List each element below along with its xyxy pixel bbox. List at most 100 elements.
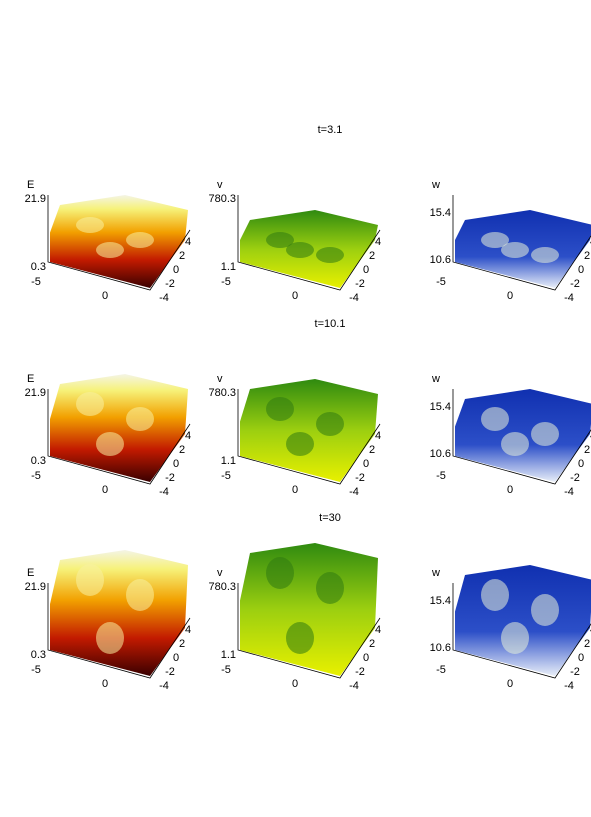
y-tick-label: 2 bbox=[584, 638, 590, 650]
x-tick-label: -5 bbox=[436, 664, 446, 676]
z-label: E bbox=[27, 179, 34, 191]
y-tick-label: -4 bbox=[349, 486, 359, 498]
z-tick-label: 21.9 bbox=[25, 193, 46, 205]
surface bbox=[50, 195, 188, 288]
surface-feature bbox=[531, 247, 559, 263]
y-tick-label: 0 bbox=[173, 652, 179, 664]
x-tick-label: 0 bbox=[292, 678, 298, 690]
surface-feature bbox=[286, 622, 314, 654]
surface-feature bbox=[316, 247, 344, 263]
y-tick-label: -2 bbox=[355, 666, 365, 678]
z-tick-label: 780.3 bbox=[208, 193, 236, 205]
surface-feature bbox=[286, 432, 314, 456]
y-tick-label: -2 bbox=[570, 278, 580, 290]
y-tick-label: 2 bbox=[584, 250, 590, 262]
z-tick-label: 780.3 bbox=[208, 581, 236, 593]
x-tick-label: 0 bbox=[292, 484, 298, 496]
y-tick-label: -4 bbox=[564, 292, 574, 304]
row-title: t=3.1 bbox=[318, 124, 343, 136]
surface-feature bbox=[266, 557, 294, 589]
y-tick-label: 4 bbox=[590, 430, 591, 442]
y-tick-label: 4 bbox=[185, 624, 191, 636]
y-tick-label: -2 bbox=[570, 666, 580, 678]
y-tick-label: -4 bbox=[159, 680, 169, 692]
z-label: w bbox=[431, 373, 440, 385]
y-tick-label: -4 bbox=[159, 292, 169, 304]
x-tick-label: -5 bbox=[221, 664, 231, 676]
z-tick-label: 15.4 bbox=[430, 401, 451, 413]
surface bbox=[455, 565, 591, 676]
surface-feature bbox=[501, 432, 529, 456]
z-tick-label: 21.9 bbox=[25, 581, 46, 593]
x-tick-label: 0 bbox=[102, 484, 108, 496]
z-label: E bbox=[27, 567, 34, 579]
x-tick-label: -5 bbox=[31, 664, 41, 676]
x-tick-label: -5 bbox=[221, 276, 231, 288]
x-tick-label: 0 bbox=[507, 678, 513, 690]
x-tick-label: 0 bbox=[102, 290, 108, 302]
y-tick-label: -4 bbox=[564, 486, 574, 498]
y-tick-label: 0 bbox=[363, 652, 369, 664]
z-tick-label: 21.9 bbox=[25, 387, 46, 399]
z-label: w bbox=[431, 179, 440, 191]
y-tick-label: 2 bbox=[179, 444, 185, 456]
surface-feature bbox=[76, 217, 104, 233]
z-label: E bbox=[27, 373, 34, 385]
y-tick-label: 0 bbox=[363, 264, 369, 276]
surface bbox=[50, 374, 188, 482]
y-tick-label: 4 bbox=[375, 624, 381, 636]
surface-feature bbox=[481, 232, 509, 248]
surface bbox=[240, 379, 378, 482]
surface-feature bbox=[126, 232, 154, 248]
y-tick-label: 2 bbox=[369, 444, 375, 456]
x-tick-label: -5 bbox=[31, 276, 41, 288]
axis-line bbox=[47, 195, 191, 291]
x-tick-label: 0 bbox=[102, 678, 108, 690]
x-tick-label: -5 bbox=[221, 470, 231, 482]
surface bbox=[50, 550, 188, 676]
y-tick-label: -4 bbox=[349, 680, 359, 692]
z-tick-label: 15.4 bbox=[430, 207, 451, 219]
z-tick-label: 15.4 bbox=[430, 595, 451, 607]
x-tick-label: 0 bbox=[292, 290, 298, 302]
surface-feature bbox=[76, 564, 104, 596]
surface-feature bbox=[286, 242, 314, 258]
y-tick-label: 4 bbox=[375, 430, 381, 442]
surface-feature bbox=[126, 579, 154, 611]
y-tick-label: -2 bbox=[165, 666, 175, 678]
surface-feature bbox=[531, 422, 559, 446]
y-tick-label: 0 bbox=[578, 458, 584, 470]
y-tick-label: -2 bbox=[165, 472, 175, 484]
surface-feature bbox=[531, 594, 559, 626]
y-tick-label: 0 bbox=[578, 652, 584, 664]
y-tick-label: 4 bbox=[590, 624, 591, 636]
y-tick-label: 4 bbox=[185, 236, 191, 248]
y-tick-label: 4 bbox=[375, 236, 381, 248]
y-tick-label: 0 bbox=[578, 264, 584, 276]
y-tick-label: 0 bbox=[173, 264, 179, 276]
y-tick-label: 4 bbox=[590, 236, 591, 248]
z-tick-label: 0.3 bbox=[31, 455, 46, 467]
z-tick-label: 0.3 bbox=[31, 261, 46, 273]
surface-feature bbox=[316, 572, 344, 604]
axis-line bbox=[237, 389, 381, 485]
z-tick-label: 780.3 bbox=[208, 387, 236, 399]
z-tick-label: 10.6 bbox=[430, 448, 451, 460]
axis-line bbox=[237, 583, 381, 679]
y-tick-label: 2 bbox=[179, 250, 185, 262]
z-tick-label: 1.1 bbox=[221, 261, 236, 273]
z-label: v bbox=[217, 567, 223, 579]
row-title: t=10.1 bbox=[315, 318, 346, 330]
surface-feature bbox=[96, 622, 124, 654]
z-tick-label: 10.6 bbox=[430, 642, 451, 654]
y-tick-label: -2 bbox=[355, 472, 365, 484]
axis-line bbox=[452, 583, 591, 679]
surface-feature bbox=[266, 397, 294, 421]
axis-line bbox=[47, 583, 191, 679]
surface-feature bbox=[126, 407, 154, 431]
axis-line bbox=[452, 195, 591, 291]
y-tick-label: -4 bbox=[564, 680, 574, 692]
x-tick-label: -5 bbox=[436, 470, 446, 482]
z-tick-label: 10.6 bbox=[430, 254, 451, 266]
